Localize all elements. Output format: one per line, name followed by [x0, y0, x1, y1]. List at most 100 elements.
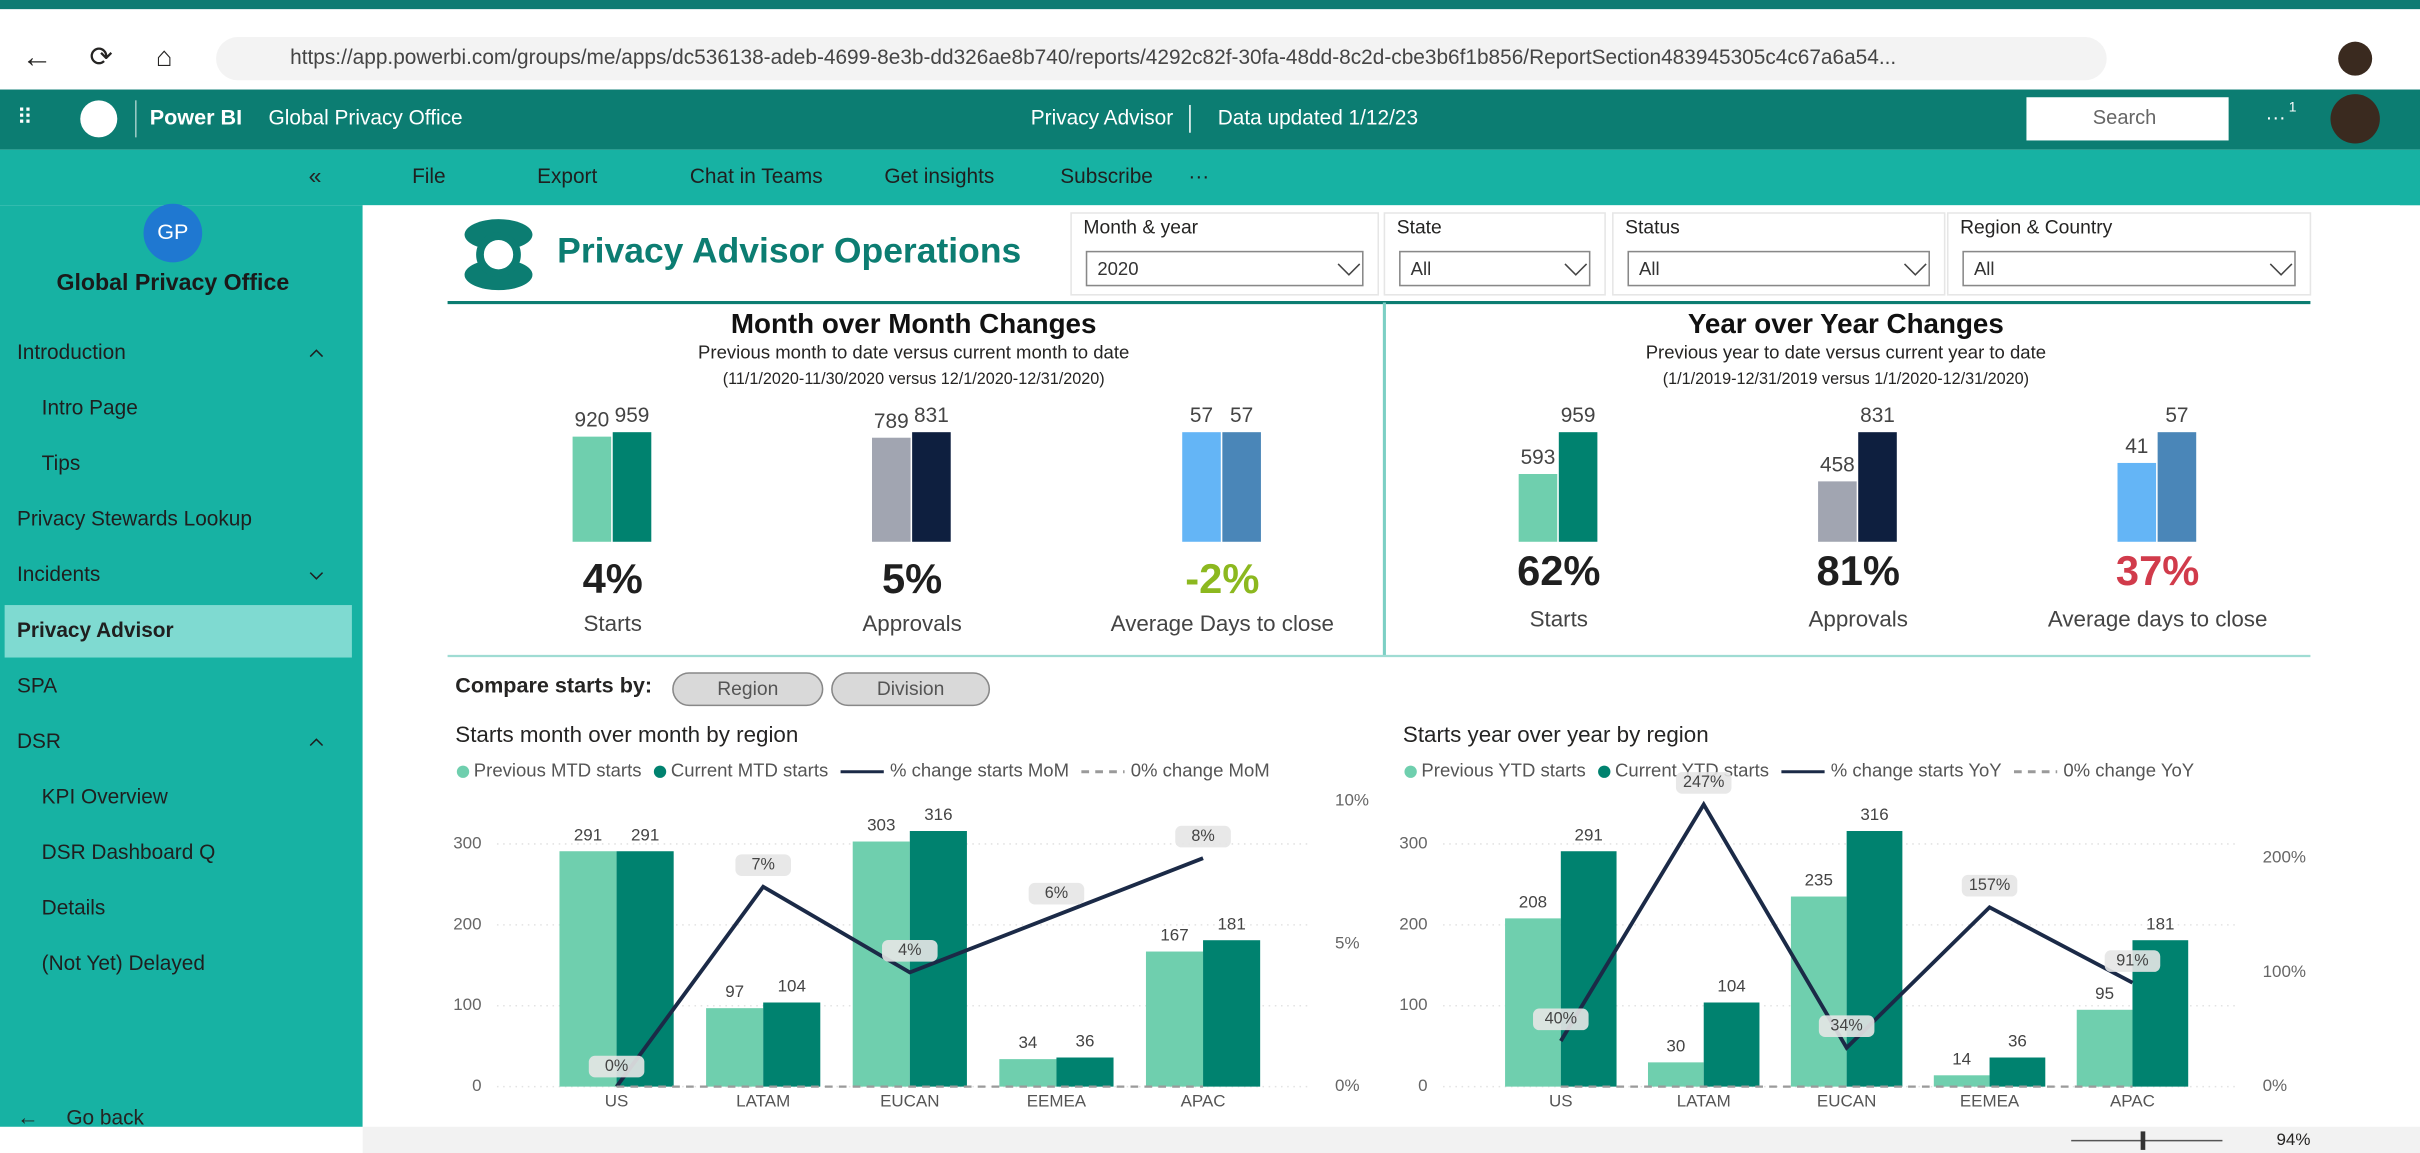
- legend-swatch: [654, 766, 666, 778]
- x-tick-label: EUCAN: [1817, 1092, 1876, 1111]
- kpi-label: Starts: [1530, 606, 1588, 631]
- filter-dropdown[interactable]: [1628, 252, 1929, 286]
- y2-tick-label: 0%: [2263, 1076, 2288, 1095]
- nav-item[interactable]: (Not Yet) Delayed: [42, 952, 205, 975]
- kpi-bar-label: 41: [2125, 435, 2148, 458]
- back-arrow[interactable]: ←: [17, 1105, 39, 1130]
- filter-value: All: [1974, 258, 1995, 279]
- more-icon[interactable]: ···: [2266, 107, 2286, 129]
- toolbar-button[interactable]: Get insights: [884, 165, 994, 188]
- kpi-bar: [1182, 432, 1221, 542]
- filter-dropdown[interactable]: [1963, 252, 2295, 286]
- refresh-icon[interactable]: ⟳: [90, 41, 113, 72]
- kpi-bar: [1559, 432, 1598, 542]
- nav-item[interactable]: SPA: [17, 674, 57, 697]
- kpi-change: 37%: [2116, 547, 2199, 594]
- y-tick-label: 300: [1399, 833, 1427, 852]
- data-updated[interactable]: Data updated 1/12/23: [1218, 106, 1418, 129]
- zoom-thumb[interactable]: [2141, 1131, 2146, 1150]
- profile-avatar[interactable]: [2338, 42, 2372, 76]
- line-value-label: 6%: [1045, 884, 1068, 902]
- kpi-change: 62%: [1517, 547, 1600, 594]
- bar: [1990, 1058, 2046, 1087]
- chart-title: Starts year over year by region: [1403, 722, 1709, 747]
- bar-value-label: 104: [1717, 977, 1745, 996]
- bar-value-label: 30: [1666, 1036, 1685, 1055]
- bar-value-label: 14: [1952, 1049, 1971, 1068]
- product-name[interactable]: Power BI: [150, 105, 242, 130]
- line-value-label: 91%: [2116, 951, 2148, 969]
- toolbar-button[interactable]: ···: [1188, 165, 1209, 188]
- toolbar-button[interactable]: File: [412, 165, 446, 188]
- kpi-title: Month over Month Changes: [731, 308, 1097, 339]
- x-tick-label: EUCAN: [880, 1092, 939, 1111]
- filter-label: Month & year: [1083, 218, 1198, 239]
- kpi-change: 5%: [882, 555, 942, 602]
- zoom-level: 94%: [2276, 1130, 2310, 1149]
- bar: [1203, 940, 1260, 1086]
- legend-label: % change starts MoM: [890, 760, 1069, 781]
- nav-title: Global Privacy Office: [56, 269, 289, 295]
- legend-label: Previous MTD starts: [474, 760, 642, 781]
- bar: [559, 851, 616, 1086]
- line-value-label: 0%: [605, 1057, 628, 1075]
- nav-item[interactable]: Introduction: [17, 341, 126, 364]
- report-name: Privacy Advisor: [1031, 106, 1173, 129]
- kpi-bar: [1222, 432, 1261, 542]
- kpi-label: Approvals: [1808, 606, 1907, 631]
- legend-label: 0% change MoM: [1131, 760, 1270, 781]
- filter-label: Region & Country: [1960, 218, 2113, 239]
- bar-value-label: 181: [1217, 914, 1245, 933]
- bar: [617, 851, 674, 1086]
- bar: [999, 1059, 1056, 1087]
- nav-avatar: GP: [157, 219, 188, 244]
- toolbar-button[interactable]: Chat in Teams: [690, 165, 823, 188]
- kpi-change: -2%: [1185, 555, 1259, 602]
- toolbar-button[interactable]: Export: [537, 165, 597, 188]
- bar-value-label: 291: [631, 825, 659, 844]
- kpi-bar: [1858, 432, 1897, 542]
- bar-value-label: 181: [2146, 914, 2174, 933]
- kpi-bar: [1519, 474, 1558, 542]
- bar-value-label: 36: [2008, 1032, 2027, 1051]
- nav-item[interactable]: KPI Overview: [42, 785, 169, 808]
- nav-item[interactable]: Tips: [42, 452, 81, 475]
- x-tick-label: LATAM: [736, 1092, 790, 1111]
- y-tick-label: 100: [1399, 995, 1427, 1014]
- kpi-label: Starts: [584, 611, 642, 636]
- url: https://app.powerbi.com/groups/me/apps/d…: [290, 46, 1896, 69]
- nav-item[interactable]: Privacy Stewards Lookup: [17, 508, 252, 531]
- bar: [706, 1008, 763, 1086]
- nav-item[interactable]: Privacy Advisor: [17, 619, 174, 642]
- nav-item[interactable]: Intro Page: [42, 397, 138, 420]
- user-avatar[interactable]: [2330, 94, 2379, 143]
- nav-item[interactable]: Details: [42, 897, 106, 920]
- workspace-name[interactable]: Global Privacy Office: [269, 106, 463, 129]
- kpi-bar-label: 57: [1230, 404, 1253, 427]
- kpi-label: Average days to close: [2048, 606, 2268, 631]
- bar: [1648, 1062, 1704, 1086]
- line-value-label: 7%: [751, 855, 774, 873]
- bar: [853, 842, 910, 1087]
- x-tick-label: EEMEA: [1027, 1092, 1087, 1111]
- bar: [1505, 918, 1561, 1086]
- home-icon[interactable]: ⌂: [156, 41, 173, 72]
- kpi-period: (11/1/2020-11/30/2020 versus 12/1/2020-1…: [723, 370, 1105, 388]
- nav-item[interactable]: Incidents: [17, 563, 100, 586]
- collapse-nav[interactable]: «: [309, 163, 322, 189]
- kpi-title: Year over Year Changes: [1688, 308, 2004, 339]
- toolbar-button[interactable]: Subscribe: [1060, 165, 1153, 188]
- kpi-bar: [872, 438, 911, 542]
- bar: [1561, 851, 1617, 1086]
- y-tick-label: 100: [453, 995, 481, 1014]
- kpi-change: 4%: [583, 555, 643, 602]
- compare-option: Region: [717, 679, 778, 700]
- apps-icon[interactable]: ⠿: [17, 105, 33, 130]
- kpi-bar: [613, 432, 652, 542]
- back-icon[interactable]: ←: [22, 39, 53, 74]
- search-placeholder: Search: [2093, 107, 2157, 129]
- nav-item[interactable]: DSR: [17, 730, 61, 753]
- nav-item[interactable]: DSR Dashboard Q: [42, 841, 216, 864]
- go-back[interactable]: Go back: [66, 1107, 144, 1130]
- bar: [1847, 831, 1903, 1087]
